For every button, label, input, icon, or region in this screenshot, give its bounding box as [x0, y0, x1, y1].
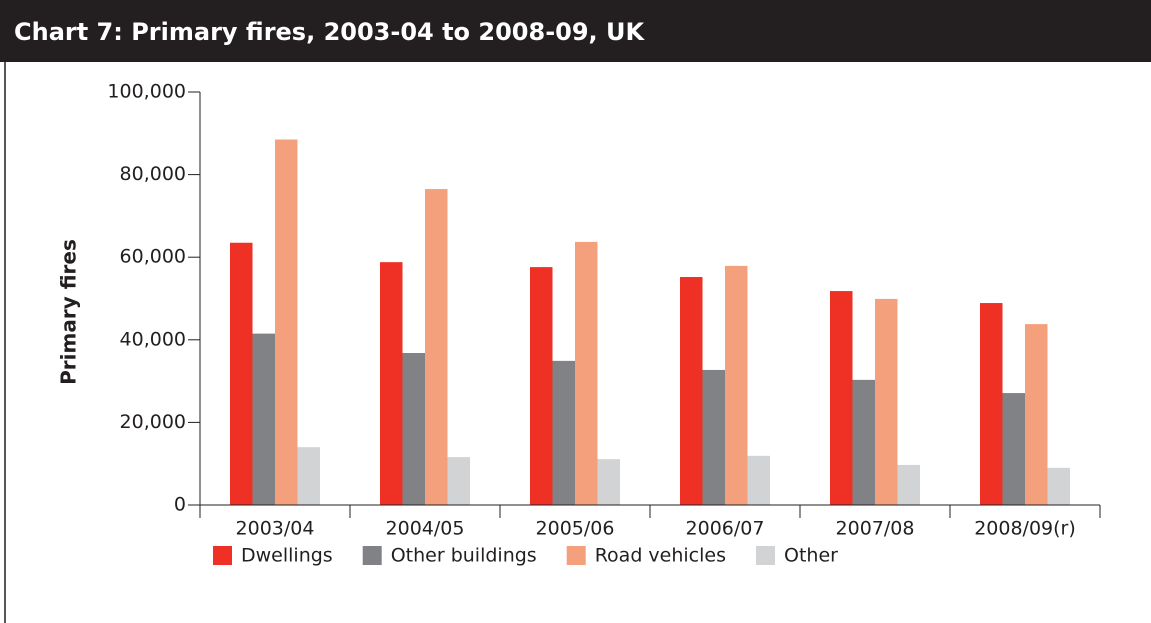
legend-swatch	[213, 546, 232, 565]
bar	[252, 333, 275, 505]
bar	[425, 189, 448, 505]
y-tick-label: 20,000	[120, 411, 186, 433]
bar	[725, 265, 748, 505]
bar	[747, 455, 770, 505]
bar	[1002, 393, 1025, 505]
legend-swatch	[756, 546, 775, 565]
title-bar	[0, 0, 1151, 62]
y-tick-label: 100,000	[107, 81, 186, 103]
bar	[297, 447, 320, 505]
legend-label: Other	[784, 545, 838, 567]
bar	[702, 369, 725, 505]
y-tick-label: 40,000	[120, 328, 186, 350]
bar	[552, 360, 575, 505]
bar	[852, 379, 875, 505]
bar	[447, 457, 470, 505]
x-tick-label: 2003/04	[236, 518, 315, 540]
y-tick-label: 60,000	[120, 246, 186, 268]
bar	[1047, 467, 1070, 505]
x-tick-label: 2008/09(r)	[974, 518, 1076, 540]
bar	[980, 303, 1003, 505]
bar	[402, 353, 425, 505]
bar	[830, 291, 853, 505]
legend-label: Road vehicles	[595, 545, 726, 567]
bar	[275, 139, 298, 505]
bar	[380, 262, 403, 505]
bar	[680, 277, 703, 505]
x-tick-label: 2006/07	[686, 518, 765, 540]
bar	[875, 298, 898, 505]
y-tick-label: 80,000	[120, 163, 186, 185]
y-tick-label: 0	[174, 494, 186, 516]
bar	[897, 464, 920, 505]
chart-title: Chart 7: Primary fires, 2003-04 to 2008-…	[14, 18, 646, 46]
legend-swatch	[362, 546, 382, 565]
bar	[1025, 324, 1048, 505]
legend-label: Dwellings	[241, 545, 333, 567]
bar	[597, 459, 620, 505]
legend-swatch	[566, 546, 586, 565]
legend-label: Other buildings	[391, 545, 537, 567]
x-tick-label: 2007/08	[836, 518, 915, 540]
x-tick-label: 2005/06	[536, 518, 615, 540]
bar	[575, 241, 598, 505]
x-tick-label: 2004/05	[386, 518, 465, 540]
y-axis-label: Primary fires	[57, 239, 81, 385]
bar	[230, 242, 253, 505]
bar	[530, 267, 553, 505]
